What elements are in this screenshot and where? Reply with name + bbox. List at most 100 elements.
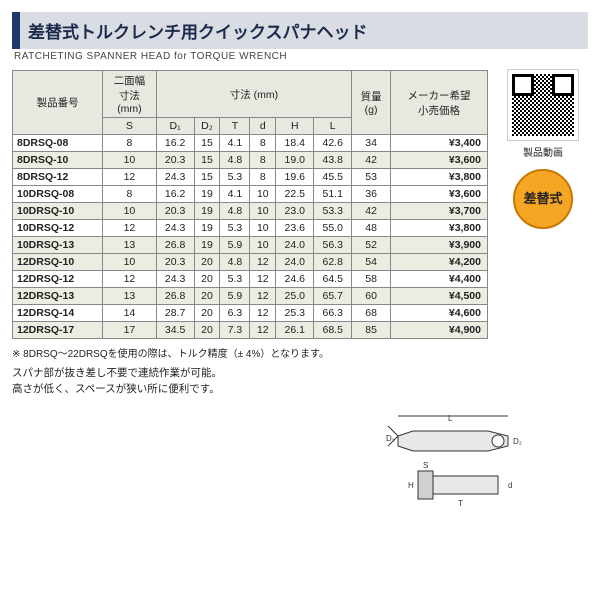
cell-d: 12 [250, 305, 276, 322]
cell-t: 4.8 [220, 203, 250, 220]
cell-partno: 12DRSQ-17 [13, 322, 103, 339]
cell-d2: 20 [194, 254, 220, 271]
cell-mass: 58 [352, 271, 391, 288]
cell-s: 13 [103, 288, 156, 305]
cell-price: ¥3,900 [390, 237, 487, 254]
header-t: T [220, 118, 250, 135]
cell-d: 12 [250, 288, 276, 305]
svg-text:S: S [423, 461, 428, 470]
cell-l: 55.0 [314, 220, 352, 237]
cell-d: 8 [250, 152, 276, 169]
svg-text:D₁: D₁ [386, 434, 395, 443]
cell-d1: 28.7 [156, 305, 194, 322]
cell-s: 12 [103, 169, 156, 186]
cell-partno: 8DRSQ-12 [13, 169, 103, 186]
cell-partno: 8DRSQ-08 [13, 135, 103, 152]
table-row: 10DRSQ-101020.3194.81023.053.342¥3,700 [13, 203, 488, 220]
cell-partno: 12DRSQ-14 [13, 305, 103, 322]
cell-h: 24.6 [276, 271, 314, 288]
cell-l: 68.5 [314, 322, 352, 339]
cell-d: 12 [250, 322, 276, 339]
cell-price: ¥4,900 [390, 322, 487, 339]
cell-d: 10 [250, 237, 276, 254]
cell-h: 23.6 [276, 220, 314, 237]
cell-d1: 34.5 [156, 322, 194, 339]
cell-price: ¥4,200 [390, 254, 487, 271]
cell-l: 43.8 [314, 152, 352, 169]
cell-d2: 20 [194, 288, 220, 305]
table-row: 8DRSQ-101020.3154.8819.043.842¥3,600 [13, 152, 488, 169]
cell-s: 8 [103, 135, 156, 152]
cell-price: ¥4,400 [390, 271, 487, 288]
cell-s: 17 [103, 322, 156, 339]
cell-h: 19.0 [276, 152, 314, 169]
cell-s: 8 [103, 186, 156, 203]
svg-text:T: T [458, 499, 463, 508]
cell-h: 24.0 [276, 237, 314, 254]
cell-partno: 10DRSQ-13 [13, 237, 103, 254]
cell-s: 12 [103, 271, 156, 288]
cell-mass: 36 [352, 186, 391, 203]
cell-d2: 15 [194, 135, 220, 152]
cell-h: 25.3 [276, 305, 314, 322]
cell-d2: 19 [194, 220, 220, 237]
header-mass: 質量 (g) [352, 71, 391, 135]
cell-mass: 54 [352, 254, 391, 271]
cell-mass: 42 [352, 152, 391, 169]
cell-t: 5.3 [220, 169, 250, 186]
description: スパナ部が抜き差し不要で連続作業が可能。 高さが低く、スペースが狭い所に便利です… [12, 366, 488, 398]
cell-mass: 52 [352, 237, 391, 254]
cell-d1: 20.3 [156, 254, 194, 271]
cell-l: 65.7 [314, 288, 352, 305]
cell-t: 6.3 [220, 305, 250, 322]
cell-h: 25.0 [276, 288, 314, 305]
cell-partno: 10DRSQ-10 [13, 203, 103, 220]
header-d1: D₁ [156, 118, 194, 135]
cell-l: 66.3 [314, 305, 352, 322]
cell-d2: 19 [194, 237, 220, 254]
cell-d2: 20 [194, 322, 220, 339]
header-dims: 寸法 (mm) [156, 71, 352, 118]
svg-text:L: L [448, 414, 453, 423]
cell-t: 5.3 [220, 220, 250, 237]
cell-mass: 60 [352, 288, 391, 305]
header-d2: D₂ [194, 118, 220, 135]
spec-table: 製品番号 二面幅 寸法 (mm) 寸法 (mm) 質量 (g) メーカー希望 小… [12, 70, 488, 339]
cell-s: 13 [103, 237, 156, 254]
cell-d: 10 [250, 186, 276, 203]
desc-line-1: スパナ部が抜き差し不要で連続作業が可能。 [12, 366, 488, 382]
table-row: 10DRSQ-131326.8195.91024.056.352¥3,900 [13, 237, 488, 254]
cell-d1: 26.8 [156, 237, 194, 254]
title-english: RATCHETING SPANNER HEAD for TORQUE WRENC… [14, 51, 588, 62]
cell-t: 7.3 [220, 322, 250, 339]
cell-t: 4.1 [220, 186, 250, 203]
cell-s: 10 [103, 254, 156, 271]
cell-partno: 10DRSQ-08 [13, 186, 103, 203]
cell-h: 18.4 [276, 135, 314, 152]
cell-l: 64.5 [314, 271, 352, 288]
header-d: d [250, 118, 276, 135]
qr-label: 製品動画 [498, 144, 588, 159]
cell-d2: 19 [194, 203, 220, 220]
cell-h: 22.5 [276, 186, 314, 203]
cell-price: ¥3,600 [390, 186, 487, 203]
header-l: L [314, 118, 352, 135]
cell-mass: 42 [352, 203, 391, 220]
cell-t: 5.9 [220, 288, 250, 305]
cell-d: 12 [250, 271, 276, 288]
header-width: 二面幅 寸法 (mm) [103, 71, 156, 118]
cell-partno: 12DRSQ-13 [13, 288, 103, 305]
cell-price: ¥3,800 [390, 220, 487, 237]
cell-d1: 16.2 [156, 135, 194, 152]
cell-d1: 20.3 [156, 152, 194, 169]
cell-price: ¥3,400 [390, 135, 487, 152]
cell-d2: 15 [194, 169, 220, 186]
cell-s: 10 [103, 152, 156, 169]
table-row: 10DRSQ-121224.3195.31023.655.048¥3,800 [13, 220, 488, 237]
header-partno: 製品番号 [13, 71, 103, 135]
cell-l: 62.8 [314, 254, 352, 271]
cell-d2: 20 [194, 305, 220, 322]
cell-d2: 20 [194, 271, 220, 288]
cell-d1: 24.3 [156, 220, 194, 237]
table-row: 8DRSQ-08816.2154.1818.442.634¥3,400 [13, 135, 488, 152]
